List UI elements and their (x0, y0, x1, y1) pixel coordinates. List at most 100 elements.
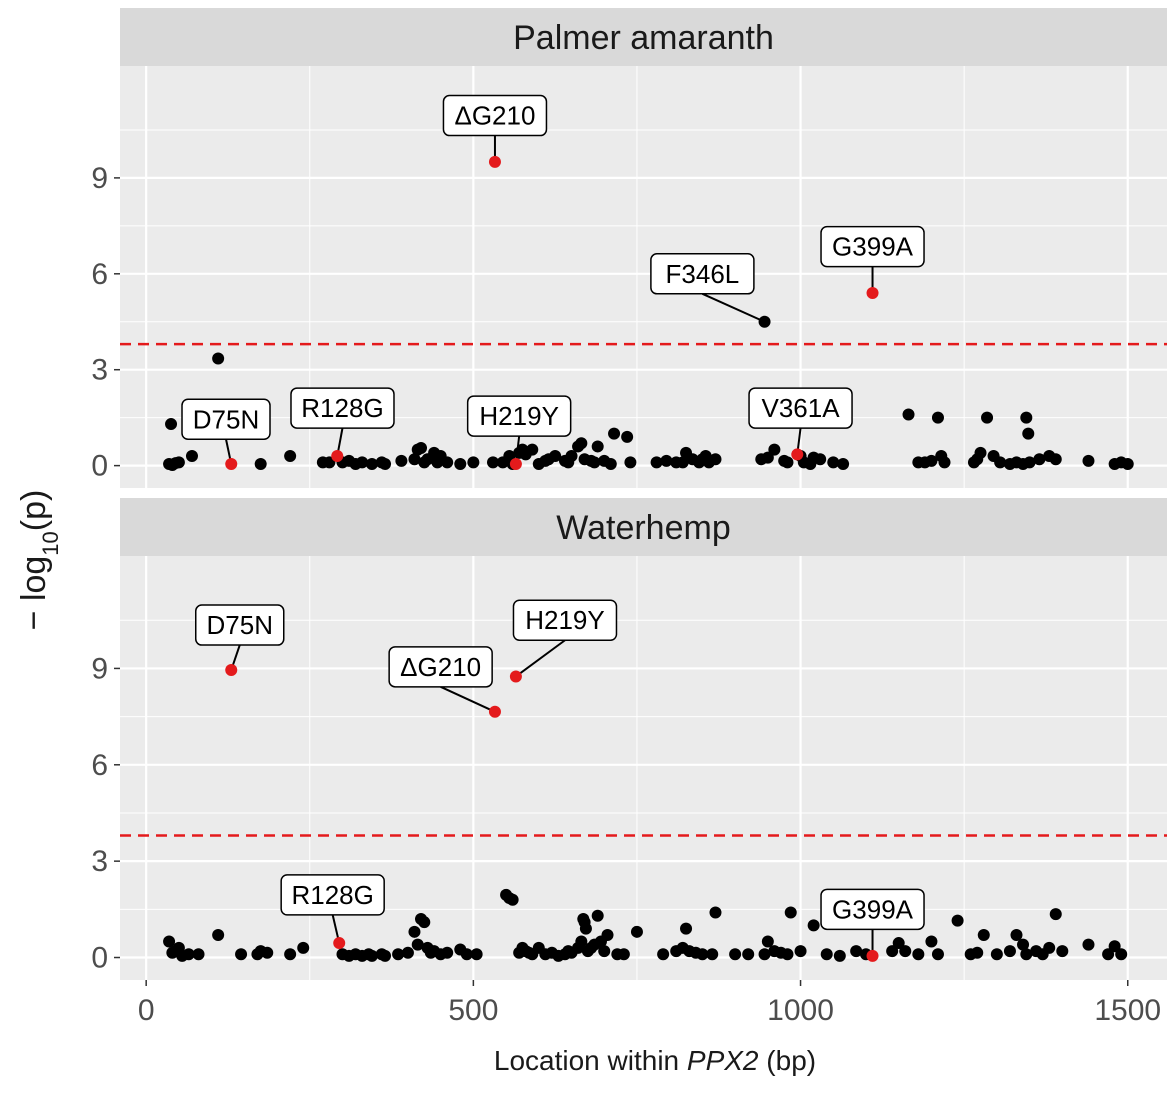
data-point (1033, 453, 1046, 466)
data-point (591, 440, 604, 453)
data-point (365, 949, 378, 962)
data-point (526, 443, 539, 456)
facet-panels: Palmer amaranth 0 3 6 9 ΔG210 G399A F346L D75N R1… (91, 8, 1167, 980)
y-tick-label: 0 (91, 450, 108, 483)
highlight-point (866, 949, 879, 962)
data-point (1082, 454, 1095, 467)
label-box (650, 253, 755, 295)
x-axis-title-suffix: (bp) (759, 1045, 817, 1076)
data-point (977, 929, 990, 942)
data-point (886, 945, 899, 958)
highlight-point (488, 155, 501, 168)
highlight-point (225, 664, 238, 677)
data-point (938, 456, 951, 469)
data-point (925, 935, 938, 948)
data-point (591, 909, 604, 922)
x-tick-label: 1500 (1094, 994, 1161, 1027)
data-point (814, 453, 827, 466)
data-point (418, 916, 431, 929)
data-point (486, 456, 499, 469)
data-point (794, 945, 807, 958)
highlight-point (509, 458, 522, 471)
data-point (781, 948, 794, 961)
mutation-label: V361A (762, 393, 841, 423)
data-point (1003, 945, 1016, 958)
label-box (820, 225, 925, 268)
data-point (1017, 938, 1030, 951)
data-point (892, 937, 905, 950)
facet-0: Palmer amaranth 0 3 6 9 ΔG210 G399A F346L D75N R1… (91, 8, 1167, 488)
y-axis-title-prefix: − log (15, 556, 53, 631)
facet-1: Waterhemp 0 3 6 9 D75N H219Y ΔG210 R128G G399A (91, 498, 1167, 980)
x-axis-title: Location within PPX2 (bp) (494, 1045, 816, 1076)
data-point (460, 948, 473, 961)
data-point (284, 450, 297, 463)
y-axis-title-sub: 10 (38, 531, 63, 555)
data-point (820, 948, 833, 961)
data-point (1082, 938, 1095, 951)
data-point (415, 442, 428, 455)
data-point (925, 454, 938, 467)
data-point (1056, 945, 1069, 958)
data-point (601, 929, 614, 942)
data-point (621, 430, 634, 443)
data-point (761, 935, 774, 948)
data-point (981, 411, 994, 424)
data-point (742, 948, 755, 961)
label-box (748, 387, 853, 429)
data-point (172, 456, 185, 469)
y-tick-label: 9 (91, 652, 108, 685)
mutation-label: D75N (207, 610, 273, 640)
y-tick-label: 9 (91, 162, 108, 195)
data-point (1115, 948, 1128, 961)
data-point (182, 948, 195, 961)
data-point (365, 458, 378, 471)
data-point (706, 948, 719, 961)
y-tick-label: 0 (91, 942, 108, 975)
data-point (1049, 453, 1062, 466)
data-point (650, 456, 663, 469)
data-point (575, 935, 588, 948)
data-point (781, 456, 794, 469)
label-box (442, 94, 548, 137)
label-box (280, 874, 385, 916)
highlight-point (225, 458, 238, 471)
y-tick-label: 6 (91, 258, 108, 291)
mutation-label: R128G (291, 880, 373, 910)
data-point (379, 458, 392, 471)
data-point (784, 906, 797, 919)
mutation-label: G399A (832, 894, 914, 924)
mutation-label: D75N (193, 404, 259, 434)
mutation-label: R128G (301, 393, 383, 423)
label-box (388, 646, 493, 688)
y-tick-label: 6 (91, 749, 108, 782)
highlight-point (509, 670, 522, 683)
y-axis-title: − log10(p) (15, 490, 63, 631)
data-point (588, 456, 601, 469)
data-point (1022, 427, 1035, 440)
data-point (617, 948, 630, 961)
data-point (990, 948, 1003, 961)
x-axis-title-gene: PPX2 (687, 1045, 759, 1076)
data-point (837, 458, 850, 471)
data-point (1102, 948, 1115, 961)
data-point (1010, 929, 1023, 942)
data-point (401, 946, 414, 959)
highlight-point (488, 705, 501, 718)
data-point (912, 948, 925, 961)
data-point (660, 454, 673, 467)
data-point (604, 458, 617, 471)
facet-title: Waterhemp (556, 509, 730, 547)
data-point (454, 458, 467, 471)
data-point (761, 451, 774, 464)
data-point (931, 411, 944, 424)
panel-background (120, 66, 1167, 488)
data-point (470, 948, 483, 961)
data-point (608, 427, 621, 440)
facet-title: Palmer amaranth (513, 19, 774, 57)
data-point (356, 456, 369, 469)
data-point (1108, 940, 1121, 953)
label-leader-line (701, 292, 765, 323)
data-point (565, 450, 578, 463)
